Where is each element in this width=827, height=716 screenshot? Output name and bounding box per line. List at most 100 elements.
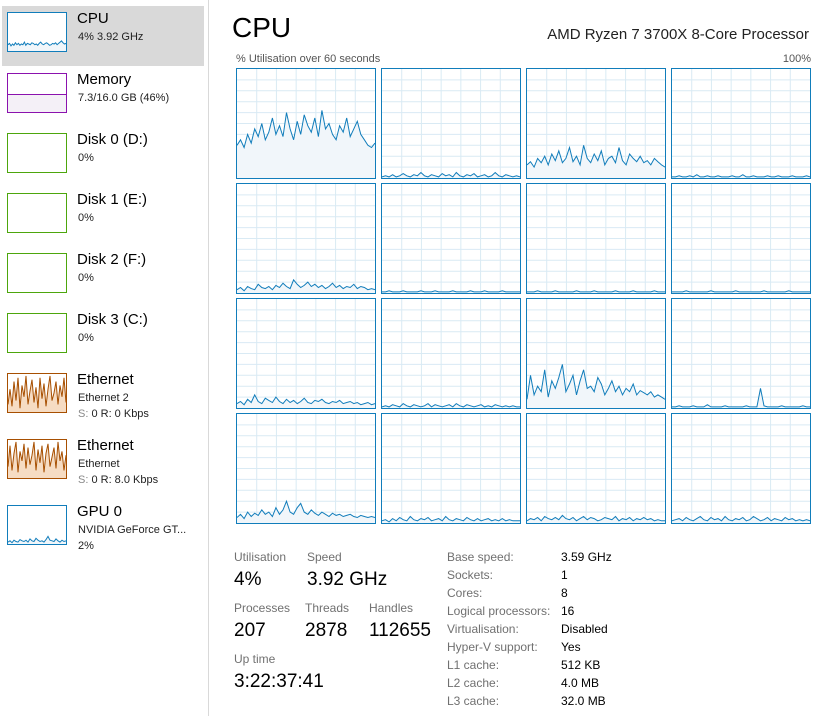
usage-line xyxy=(527,364,665,400)
usage-line xyxy=(382,290,520,293)
spec-value: 8 xyxy=(561,586,568,600)
usage-line xyxy=(672,515,810,522)
logical-processor-graph xyxy=(671,183,811,294)
handles-label: Handles xyxy=(369,601,414,615)
spec-key: Virtualisation: xyxy=(447,622,519,636)
utilisation-value: 4% xyxy=(234,569,262,590)
spec-key: Sockets: xyxy=(447,568,494,582)
sidebar-item-label: Disk 3 (C:) xyxy=(77,311,148,328)
sidebar-item-disk-1[interactable]: Disk 1 (E:) 0% xyxy=(2,187,204,247)
threads-value: 2878 xyxy=(305,620,348,641)
graph-max-label: 100% xyxy=(782,53,811,65)
usage-area xyxy=(527,515,665,523)
logical-processor-graph xyxy=(236,183,376,294)
usage-area xyxy=(672,290,810,293)
usage-line xyxy=(672,290,810,293)
spec-key: Hyper-V support: xyxy=(447,640,538,654)
handles-value: 112655 xyxy=(369,620,431,641)
spec-value: Disabled xyxy=(561,622,608,636)
usage-area xyxy=(382,516,520,523)
sidebar-item-detail: 4% 3.92 GHz xyxy=(78,31,144,43)
speed-label: Speed xyxy=(307,550,342,564)
spec-value: 3.59 GHz xyxy=(561,550,612,564)
spec-value: Yes xyxy=(561,640,581,654)
sidebar-item-throughput: S: 0 R: 8.0 Kbps xyxy=(78,474,158,486)
logical-processor-graph xyxy=(381,183,521,294)
sidebar-item-disk-3[interactable]: Disk 3 (C:) 0% xyxy=(2,307,204,367)
sidebar-item-detail: 7.3/16.0 GB (46%) xyxy=(78,92,170,104)
logical-processor-graph xyxy=(671,68,811,179)
logical-processor-graph xyxy=(526,298,666,409)
threads-label: Threads xyxy=(305,601,350,615)
usage-line xyxy=(382,171,520,178)
disk-thumbnail-graph xyxy=(7,253,67,293)
uptime-value: 3:22:37:41 xyxy=(234,671,324,692)
sidebar-item-detail: 0% xyxy=(78,272,94,284)
usage-line xyxy=(672,174,810,178)
logical-processor-graph xyxy=(236,298,376,409)
spec-value: 4.0 MB xyxy=(561,676,600,690)
spec-value: 32.0 MB xyxy=(561,694,606,708)
spec-key: Logical processors: xyxy=(447,604,551,618)
usage-line xyxy=(672,388,810,408)
utilisation-label: Utilisation xyxy=(234,550,287,564)
processes-label: Processes xyxy=(234,601,291,615)
usage-area xyxy=(237,394,375,408)
spec-key: Base speed: xyxy=(447,550,514,564)
spec-key: L1 cache: xyxy=(447,658,500,672)
memory-thumbnail-graph xyxy=(7,73,67,113)
sidebar-item-ethernet[interactable]: Ethernet Ethernet S: 0 R: 8.0 Kbps xyxy=(2,433,204,493)
spec-key: Cores: xyxy=(447,586,483,600)
sidebar-item-ethernet-2[interactable]: Ethernet Ethernet 2 S: 0 R: 0 Kbps xyxy=(2,367,204,427)
send-label: S: xyxy=(78,474,92,486)
usage-area xyxy=(237,110,375,178)
send-label: S: xyxy=(78,408,92,420)
logical-processor-graph xyxy=(236,413,376,524)
sidebar-item-detail: 0% xyxy=(78,332,94,344)
usage-area xyxy=(237,279,375,293)
spec-value: 16 xyxy=(561,604,575,618)
sidebar-item-disk-0[interactable]: Disk 0 (D:) 0% xyxy=(2,127,204,187)
usage-area xyxy=(672,388,810,408)
usage-area xyxy=(672,516,810,523)
usage-area xyxy=(382,172,520,178)
logical-processor-graph xyxy=(526,413,666,524)
sidebar-item-cpu[interactable]: CPU 4% 3.92 GHz xyxy=(2,6,204,66)
spec-value: 1 xyxy=(561,568,568,582)
usage-line xyxy=(237,110,375,149)
throughput-value: 0 R: 8.0 Kbps xyxy=(91,474,159,486)
disk-thumbnail-graph xyxy=(7,193,67,233)
usage-area xyxy=(237,501,375,523)
graph-axis-label: % Utilisation over 60 seconds xyxy=(236,53,381,65)
sidebar-item-usage: 2% xyxy=(78,540,94,552)
sidebar-item-label: Ethernet xyxy=(77,371,134,388)
usage-line xyxy=(237,278,375,292)
sidebar-item-label: GPU 0 xyxy=(77,503,123,520)
usage-line xyxy=(527,290,665,293)
sidebar-item-detail: 0% xyxy=(78,212,94,224)
spec-key: L3 cache: xyxy=(447,694,500,708)
page-title: CPU xyxy=(232,12,292,43)
sidebar-item-disk-2[interactable]: Disk 2 (F:) 0% xyxy=(2,247,204,307)
logical-processor-graph xyxy=(236,68,376,179)
usage-line xyxy=(527,514,665,522)
usage-area xyxy=(527,290,665,293)
sidebar-item-detail: Ethernet 2 xyxy=(78,392,129,404)
sidebar-item-memory[interactable]: Memory 7.3/16.0 GB (46%) xyxy=(2,67,204,127)
throughput-value: 0 R: 0 Kbps xyxy=(91,408,149,420)
spec-key: L2 cache: xyxy=(447,676,500,690)
logical-processor-graphs xyxy=(236,68,811,524)
sidebar-item-label: Memory xyxy=(77,71,132,88)
sidebar: CPU 4% 3.92 GHz Memory 7.3/16.0 GB (46%)… xyxy=(0,0,209,716)
sidebar-item-label: Disk 0 (D:) xyxy=(77,131,148,148)
disk-thumbnail-graph xyxy=(7,313,67,353)
processor-name: AMD Ryzen 7 3700X 8-Core Processor xyxy=(547,26,809,43)
usage-line xyxy=(237,393,375,406)
sidebar-item-gpu-0[interactable]: GPU 0 NVIDIA GeForce GT... 2% xyxy=(2,499,204,559)
logical-processor-graph xyxy=(526,68,666,179)
logical-processor-graph xyxy=(381,413,521,524)
logical-processor-graph xyxy=(381,298,521,409)
usage-line xyxy=(237,499,375,520)
sidebar-item-label: Disk 1 (E:) xyxy=(77,191,148,208)
gpu-thumbnail-graph xyxy=(7,505,67,545)
